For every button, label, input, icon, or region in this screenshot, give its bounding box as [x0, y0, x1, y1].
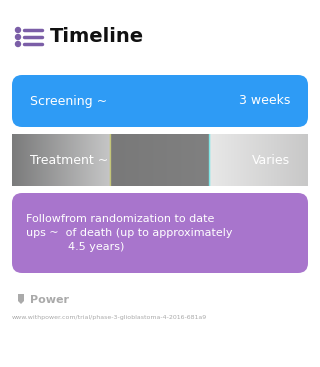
- Text: www.withpower.com/trial/phase-3-glioblastoma-4-2016-681a9: www.withpower.com/trial/phase-3-glioblas…: [12, 316, 207, 320]
- Text: Power: Power: [30, 295, 69, 305]
- Text: Varies: Varies: [252, 153, 290, 167]
- Text: ups ~  of death (up to approximately: ups ~ of death (up to approximately: [26, 228, 233, 238]
- FancyBboxPatch shape: [12, 75, 308, 127]
- Circle shape: [15, 34, 20, 40]
- Polygon shape: [18, 294, 24, 304]
- Text: Timeline: Timeline: [50, 28, 144, 47]
- Text: Treatment ~: Treatment ~: [30, 153, 108, 167]
- Text: 4.5 years): 4.5 years): [26, 242, 124, 252]
- Circle shape: [15, 28, 20, 33]
- Text: 3 weeks: 3 weeks: [239, 94, 290, 108]
- Text: Screening ~: Screening ~: [30, 94, 107, 108]
- FancyBboxPatch shape: [12, 193, 308, 273]
- Circle shape: [15, 41, 20, 47]
- Text: Followfrom randomization to date: Followfrom randomization to date: [26, 214, 214, 224]
